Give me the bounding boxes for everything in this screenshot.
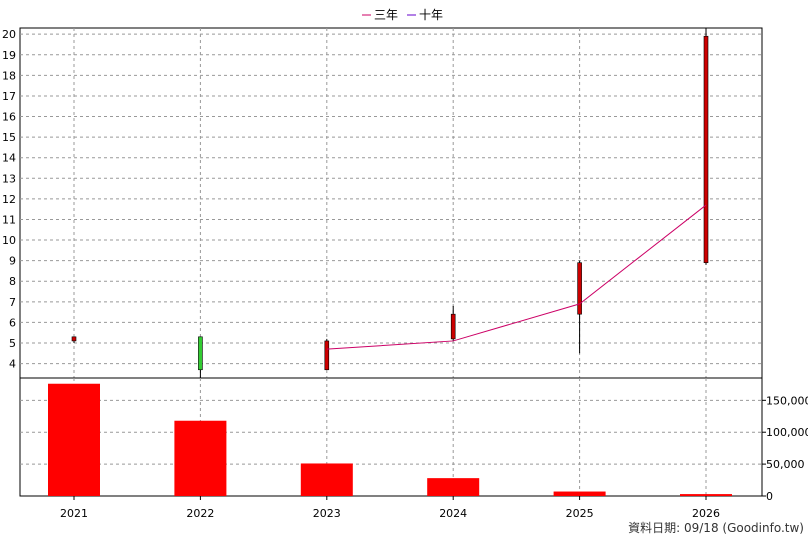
volume-panel: 0 50,000 100,000 150,000 (19, 377, 808, 503)
price-y-tick-label: 14 (2, 152, 16, 165)
x-tick-label: 2023 (313, 507, 341, 520)
x-tick-label: 2024 (439, 507, 467, 520)
price-y-tick-label: 16 (2, 111, 16, 124)
price-y-tick-label: 18 (2, 69, 16, 82)
volume-bar (174, 420, 227, 496)
price-y-tick-label: 12 (2, 193, 16, 206)
price-y-tick-label: 5 (9, 337, 16, 350)
price-y-tick-label: 15 (2, 131, 16, 144)
price-y-tick-label: 8 (9, 275, 16, 288)
volume-bar (680, 494, 732, 496)
volume-y-tick-label: 0 (766, 490, 773, 503)
candle-body (324, 340, 330, 371)
x-axis: 2021 2022 2023 2024 2025 2026 (60, 496, 720, 520)
volume-gridlines (20, 378, 762, 496)
x-tick-label: 2026 (692, 507, 720, 520)
price-y-tick-label: 7 (9, 296, 16, 309)
legend: 三年 十年 (362, 8, 443, 22)
volume-y-axis: 0 50,000 100,000 150,000 (762, 394, 808, 503)
price-gridlines (20, 28, 762, 378)
three-year-line (326, 204, 707, 350)
price-y-tick-label: 10 (2, 234, 16, 247)
volume-y-tick-label: 150,000 (766, 394, 808, 407)
candlestick-series (71, 28, 709, 378)
volume-bar (427, 478, 480, 496)
x-tick-label: 2022 (186, 507, 214, 520)
volume-bar (553, 491, 606, 496)
price-y-tick-label: 4 (9, 358, 16, 371)
volume-y-tick-label: 50,000 (766, 458, 805, 471)
price-y-tick-label: 20 (2, 28, 16, 41)
volume-bars (48, 383, 732, 496)
candle-body (450, 313, 456, 340)
legend-label-10yr: 十年 (419, 8, 443, 22)
footer-data-date: 資料日期: 09/18 (Goodinfo.tw) (628, 521, 804, 535)
price-panel-frame (19, 27, 763, 379)
candle-body (198, 336, 203, 371)
volume-y-tick-label: 100,000 (766, 426, 808, 439)
candle-body (577, 262, 582, 315)
price-y-tick-label: 6 (9, 316, 16, 329)
volume-bar (48, 383, 100, 496)
candle-body (71, 336, 77, 342)
volume-bar (300, 463, 353, 496)
price-y-tick-label: 17 (2, 90, 16, 103)
candle-body (703, 35, 709, 264)
legend-label-3yr: 三年 (374, 8, 398, 22)
price-y-tick-label: 13 (2, 172, 16, 185)
x-tick-label: 2025 (566, 507, 594, 520)
three-year-line-path (326, 204, 707, 350)
price-y-axis: 4 5 6 7 8 9 10 11 12 13 14 15 16 17 18 19 20 (2, 28, 16, 370)
price-y-tick-label: 19 (2, 49, 16, 62)
volume-panel-frame (19, 377, 763, 497)
price-y-tick-label: 9 (9, 255, 16, 268)
price-panel: 4 5 6 7 8 9 10 11 12 13 14 15 16 17 18 19 20 (2, 27, 763, 379)
x-tick-label: 2021 (60, 507, 88, 520)
price-y-tick-label: 11 (2, 213, 16, 226)
